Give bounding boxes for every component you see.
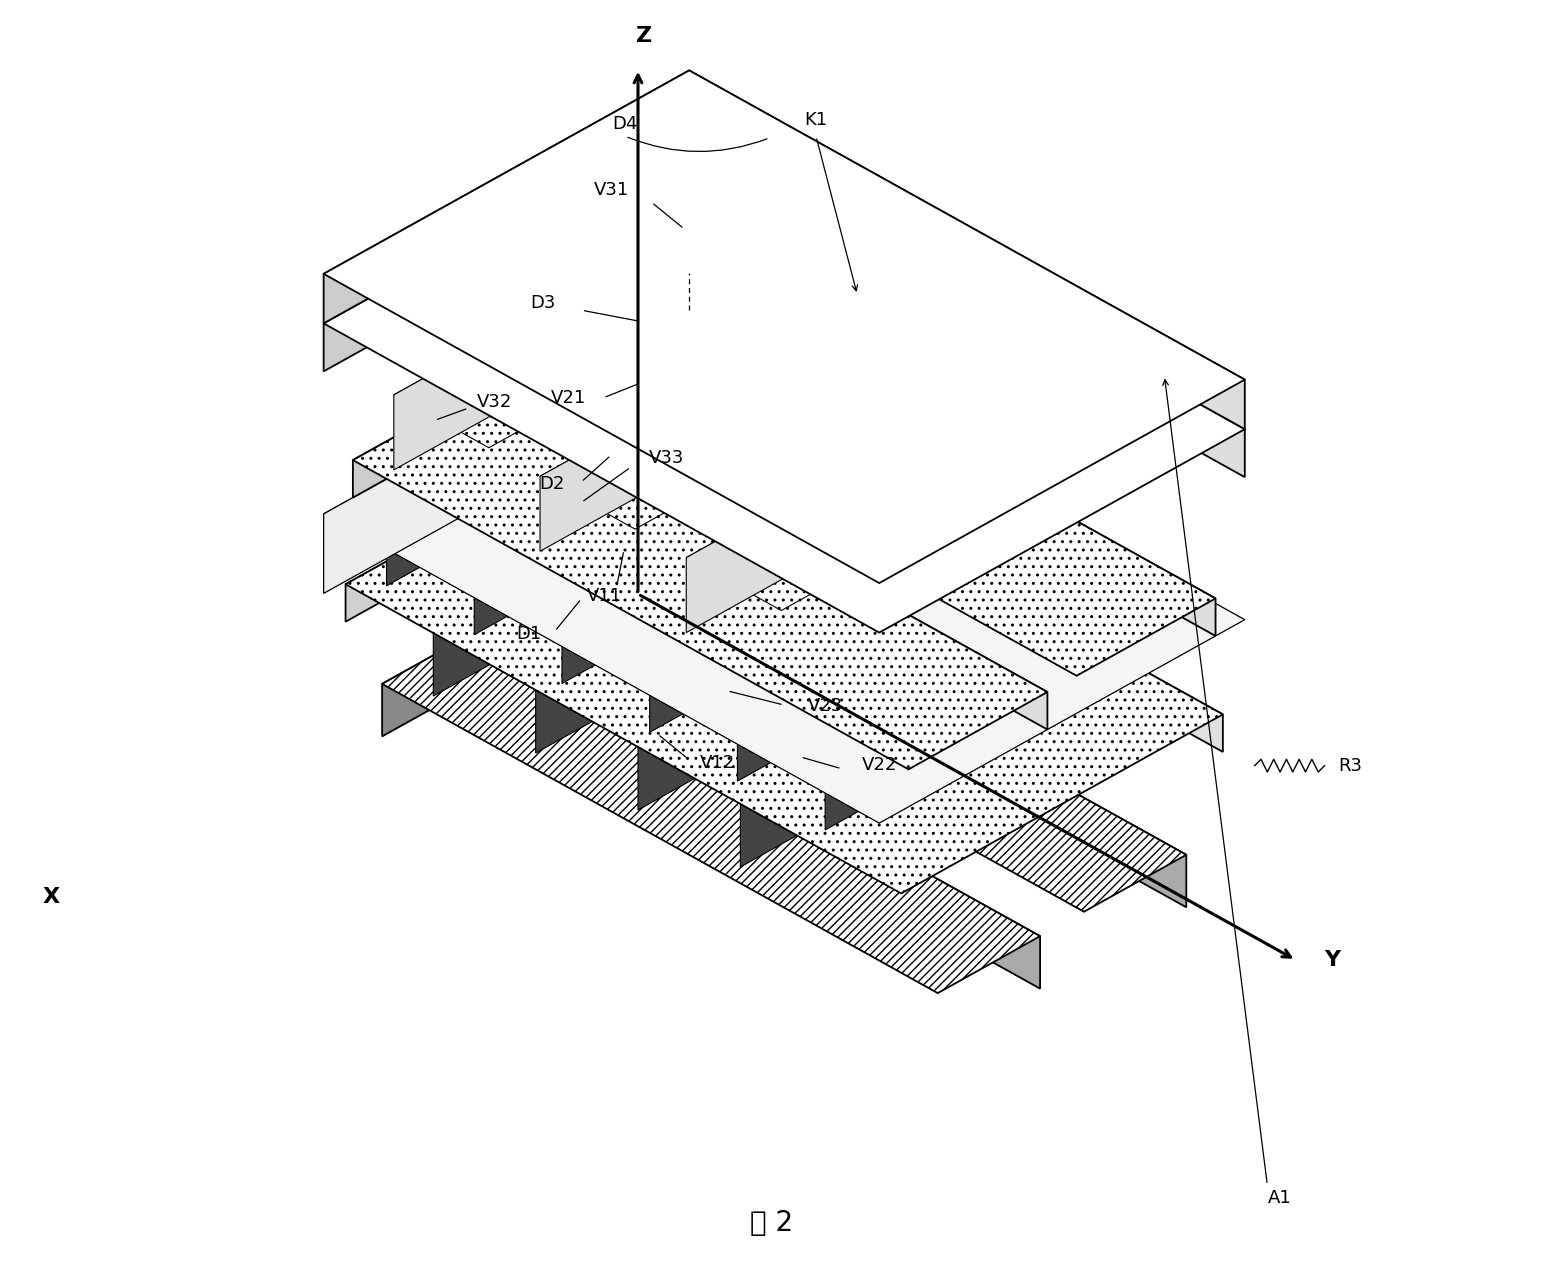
Polygon shape xyxy=(535,631,616,753)
Text: X: X xyxy=(42,886,60,907)
Polygon shape xyxy=(784,605,864,729)
Polygon shape xyxy=(826,686,944,830)
Polygon shape xyxy=(434,573,514,696)
Polygon shape xyxy=(887,663,967,785)
Polygon shape xyxy=(353,383,1048,769)
Text: D3: D3 xyxy=(529,294,555,313)
Polygon shape xyxy=(324,70,1245,584)
Polygon shape xyxy=(667,405,1224,752)
Polygon shape xyxy=(730,446,912,547)
Polygon shape xyxy=(562,539,744,640)
Polygon shape xyxy=(324,310,690,594)
Polygon shape xyxy=(637,687,784,769)
Polygon shape xyxy=(346,405,1224,894)
Polygon shape xyxy=(818,494,938,638)
Text: Z: Z xyxy=(636,26,653,46)
Polygon shape xyxy=(580,492,725,573)
Polygon shape xyxy=(906,543,1086,644)
Polygon shape xyxy=(741,744,887,825)
Polygon shape xyxy=(784,605,930,687)
Polygon shape xyxy=(855,397,974,539)
Text: V32: V32 xyxy=(477,392,512,411)
Polygon shape xyxy=(682,549,829,631)
Polygon shape xyxy=(535,631,682,711)
Polygon shape xyxy=(393,328,609,448)
Text: 图 2: 图 2 xyxy=(750,1209,793,1237)
Polygon shape xyxy=(826,686,1006,787)
Polygon shape xyxy=(554,347,674,492)
Polygon shape xyxy=(353,383,492,498)
Polygon shape xyxy=(324,310,1245,824)
Polygon shape xyxy=(906,543,1026,687)
Polygon shape xyxy=(738,636,858,782)
Polygon shape xyxy=(738,636,918,737)
Polygon shape xyxy=(730,446,850,590)
Text: Y: Y xyxy=(1324,950,1339,971)
Polygon shape xyxy=(690,70,1245,429)
Polygon shape xyxy=(522,289,1216,676)
Polygon shape xyxy=(642,396,762,541)
Text: V23: V23 xyxy=(809,697,842,715)
Text: V33: V33 xyxy=(650,448,684,466)
Polygon shape xyxy=(540,410,660,552)
Polygon shape xyxy=(690,120,1245,478)
Polygon shape xyxy=(554,347,736,448)
Text: V21: V21 xyxy=(551,389,586,407)
Polygon shape xyxy=(562,235,778,354)
Polygon shape xyxy=(528,545,1187,912)
Polygon shape xyxy=(650,587,770,732)
Polygon shape xyxy=(474,490,656,591)
Polygon shape xyxy=(562,539,682,683)
Text: D2: D2 xyxy=(539,475,565,493)
Polygon shape xyxy=(660,289,1216,636)
Polygon shape xyxy=(741,744,821,867)
Polygon shape xyxy=(324,70,690,323)
Polygon shape xyxy=(637,687,719,810)
Polygon shape xyxy=(540,410,755,529)
Polygon shape xyxy=(346,405,667,622)
Polygon shape xyxy=(887,663,1032,744)
Polygon shape xyxy=(324,120,1245,632)
Polygon shape xyxy=(522,289,660,404)
Polygon shape xyxy=(650,587,832,688)
Polygon shape xyxy=(642,396,824,497)
Text: A1: A1 xyxy=(1268,1189,1291,1207)
Text: V11: V11 xyxy=(586,587,622,605)
Text: V31: V31 xyxy=(594,181,630,199)
Polygon shape xyxy=(708,315,923,435)
Polygon shape xyxy=(631,545,1187,907)
Polygon shape xyxy=(580,492,660,614)
Polygon shape xyxy=(386,441,568,541)
Polygon shape xyxy=(474,490,594,635)
Polygon shape xyxy=(687,490,805,632)
Polygon shape xyxy=(393,328,514,470)
Polygon shape xyxy=(708,315,829,457)
Text: V12: V12 xyxy=(699,753,734,771)
Text: R3: R3 xyxy=(1338,757,1362,775)
Polygon shape xyxy=(528,545,631,655)
Polygon shape xyxy=(562,235,682,377)
Polygon shape xyxy=(324,120,690,372)
Text: D4: D4 xyxy=(613,115,637,133)
Polygon shape xyxy=(383,627,1040,994)
Polygon shape xyxy=(855,397,1069,517)
Polygon shape xyxy=(994,591,1174,692)
Text: K1: K1 xyxy=(804,111,827,129)
Polygon shape xyxy=(386,441,506,586)
Polygon shape xyxy=(383,627,485,737)
Polygon shape xyxy=(485,627,1040,988)
Polygon shape xyxy=(818,494,1000,595)
Text: D1: D1 xyxy=(515,626,542,644)
Polygon shape xyxy=(492,383,1048,729)
Text: V22: V22 xyxy=(863,756,896,774)
Polygon shape xyxy=(994,591,1113,737)
Polygon shape xyxy=(687,490,901,610)
Polygon shape xyxy=(434,573,580,655)
Polygon shape xyxy=(682,549,762,672)
